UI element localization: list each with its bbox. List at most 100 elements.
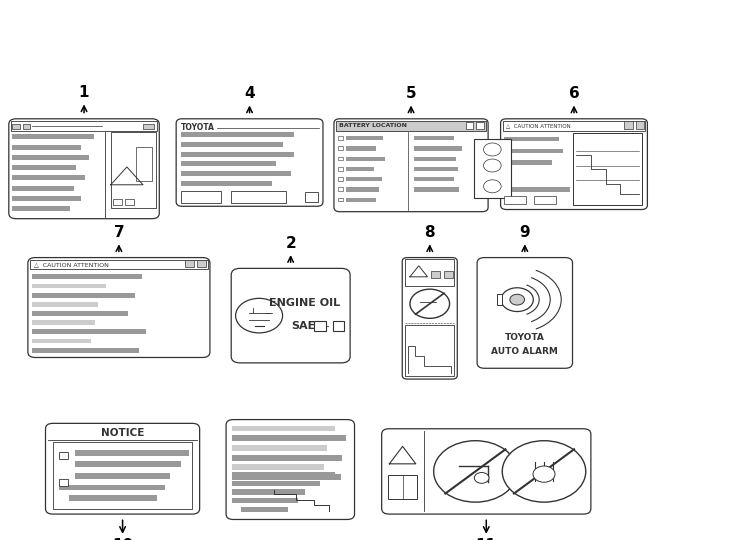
Bar (69, 495, 157, 501)
Text: NOTICE: NOTICE (101, 428, 145, 438)
Bar (12, 165, 76, 170)
Bar (232, 464, 324, 470)
Text: 8: 8 (424, 225, 435, 240)
Text: 9: 9 (520, 225, 530, 240)
Circle shape (484, 143, 501, 156)
Circle shape (484, 159, 501, 172)
Text: -: - (326, 321, 329, 331)
Bar (338, 198, 343, 201)
FancyBboxPatch shape (176, 119, 323, 206)
Bar (12, 155, 89, 160)
FancyBboxPatch shape (501, 119, 647, 210)
Bar (414, 187, 459, 192)
Bar (346, 157, 385, 161)
Bar (232, 445, 327, 451)
FancyBboxPatch shape (402, 258, 457, 379)
Bar (431, 271, 440, 278)
Circle shape (533, 466, 555, 482)
Bar (12, 134, 94, 139)
Bar (232, 498, 298, 503)
Bar (232, 472, 335, 477)
Circle shape (434, 441, 517, 502)
Bar (232, 481, 320, 486)
Bar (497, 294, 503, 305)
Bar (181, 171, 291, 176)
Text: 1: 1 (79, 85, 90, 100)
Bar (12, 124, 20, 129)
Circle shape (502, 441, 586, 502)
Bar (32, 284, 106, 288)
Bar (181, 152, 294, 157)
Text: 6: 6 (569, 86, 579, 101)
Bar (314, 321, 326, 332)
Bar (32, 348, 139, 353)
Bar (12, 186, 74, 191)
Bar (32, 311, 128, 316)
Bar (338, 167, 343, 171)
Text: 10: 10 (112, 538, 133, 540)
Bar (181, 161, 276, 166)
Bar (12, 196, 81, 201)
Bar (504, 187, 570, 192)
Bar (197, 260, 206, 267)
Bar (305, 192, 318, 202)
Bar (11, 121, 157, 131)
Circle shape (501, 288, 534, 312)
FancyBboxPatch shape (334, 119, 488, 212)
Bar (113, 199, 122, 205)
Bar (534, 196, 556, 204)
Bar (624, 122, 633, 129)
Bar (333, 321, 344, 332)
Bar (125, 199, 134, 205)
Bar (414, 177, 454, 181)
Bar (336, 121, 486, 131)
Bar (346, 167, 374, 171)
Bar (474, 139, 511, 198)
Bar (12, 206, 70, 211)
Bar (181, 142, 283, 147)
Text: 5: 5 (406, 86, 416, 101)
Bar (231, 191, 286, 203)
Bar (476, 122, 484, 129)
Text: BATTERY LOCATION: BATTERY LOCATION (339, 123, 407, 129)
Bar (137, 163, 150, 166)
Circle shape (410, 289, 449, 319)
Bar (388, 475, 417, 499)
Text: 2: 2 (286, 235, 296, 251)
Bar (414, 136, 454, 140)
Bar (573, 133, 642, 205)
Circle shape (236, 298, 283, 333)
Bar (503, 121, 645, 131)
Bar (181, 132, 294, 137)
Bar (241, 507, 288, 512)
FancyBboxPatch shape (46, 423, 200, 514)
Bar (338, 157, 343, 160)
Text: AUTO ALARM: AUTO ALARM (491, 347, 559, 356)
Bar (346, 177, 382, 181)
Bar (232, 489, 305, 495)
Bar (23, 124, 30, 129)
Bar (232, 474, 341, 480)
Bar (32, 302, 98, 307)
Bar (75, 450, 189, 456)
Bar (53, 442, 192, 509)
Bar (59, 480, 68, 486)
Text: 7: 7 (114, 225, 124, 240)
Bar (59, 485, 165, 490)
Bar (414, 157, 457, 161)
Bar (346, 136, 383, 140)
Bar (59, 453, 68, 459)
Bar (346, 146, 376, 151)
FancyBboxPatch shape (28, 258, 210, 357)
Bar (405, 259, 454, 286)
Bar (181, 181, 272, 186)
Bar (504, 137, 559, 141)
Text: TOYOTA: TOYOTA (505, 333, 545, 342)
Bar (111, 132, 156, 208)
Text: △  CAUTION ATTENTION: △ CAUTION ATTENTION (34, 262, 109, 267)
Bar (32, 320, 95, 325)
Bar (30, 260, 208, 269)
Bar (338, 177, 343, 181)
Bar (338, 187, 343, 191)
Bar (405, 325, 454, 376)
